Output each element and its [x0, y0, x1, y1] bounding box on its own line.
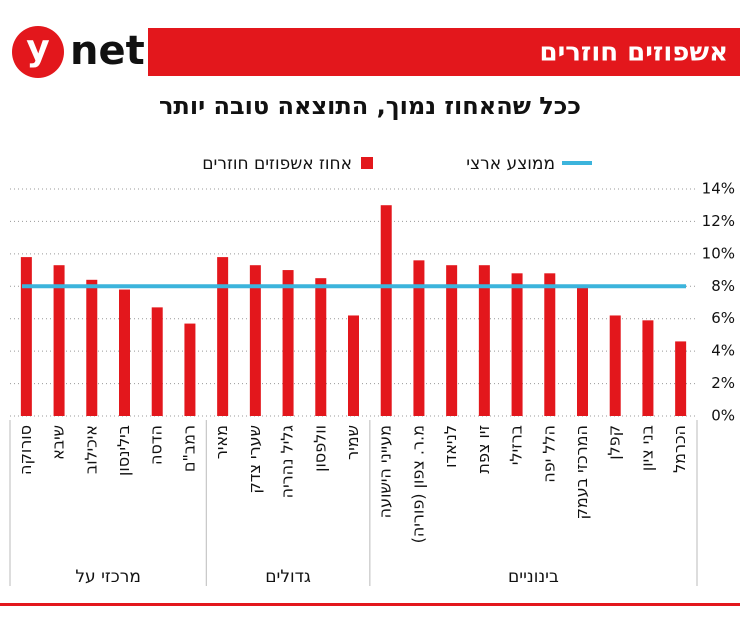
x-tick-label: הלל יפה: [539, 425, 558, 483]
bar: [20, 257, 32, 416]
y-tick-label: 2%: [711, 374, 735, 392]
y-tick-label: 12%: [702, 212, 735, 230]
legend-swatch: [361, 157, 373, 169]
bar: [86, 279, 98, 416]
bar: [609, 315, 621, 416]
chart-title: אשפוזים חוזרים: [540, 38, 729, 68]
x-tick-label: הכרמל: [670, 425, 689, 473]
bar: [249, 265, 261, 416]
x-tick-label: גליל נהריה: [278, 425, 297, 499]
group-label: בינוניים: [508, 567, 559, 587]
bar: [217, 257, 229, 416]
y-tick-label: 8%: [711, 277, 735, 295]
logo-circle: [12, 26, 64, 78]
bar: [282, 270, 294, 416]
x-tick-label: בני ציון: [637, 425, 656, 471]
bar: [642, 320, 654, 416]
x-tick-label: איכילוב: [81, 425, 100, 474]
x-tick-label: ברזילי: [507, 425, 526, 465]
x-tick-label: מעייני הישועה: [376, 425, 395, 518]
bar: [151, 307, 163, 416]
x-tick-label: שערי צדק: [245, 425, 264, 494]
x-tick-label: שמיר: [343, 425, 362, 460]
x-tick-label: וולפסון: [310, 425, 329, 472]
group-label: מרכזי על: [75, 567, 141, 587]
footer-rule: [0, 603, 740, 606]
x-tick-label: קפלן: [605, 425, 624, 460]
bar: [544, 273, 556, 416]
bar: [413, 260, 425, 416]
x-tick-label: לניאדו: [441, 425, 460, 468]
x-tick-label: מאיר: [212, 425, 231, 459]
bar: [478, 265, 490, 416]
x-tick-label: מ.ר. צפון (פוריה): [408, 425, 427, 543]
bar: [53, 265, 65, 416]
x-tick-label: שיבא: [49, 425, 68, 460]
logo-word: net: [70, 28, 145, 74]
x-tick-label: סורוקה: [16, 425, 35, 475]
logo-letter: y: [26, 28, 49, 69]
bar: [675, 341, 687, 416]
x-tick-label: בילינסון: [114, 425, 133, 476]
y-tick-label: 6%: [711, 309, 735, 327]
bar: [315, 278, 327, 416]
x-tick-label: הדסה: [147, 425, 166, 465]
x-tick-label: רמב"ם: [179, 425, 198, 472]
y-tick-label: 10%: [702, 244, 735, 262]
bar: [348, 315, 359, 416]
x-tick-label: המרכזי בעמק: [572, 425, 591, 520]
bar: [184, 323, 196, 416]
y-tick-label: 0%: [711, 407, 735, 425]
bar: [446, 265, 458, 416]
bar: [119, 289, 130, 416]
bar: [380, 205, 392, 416]
bar: [511, 273, 523, 416]
legend-label: אחוז אשפוזים חוזרים: [202, 154, 352, 174]
y-tick-label: 14%: [702, 180, 735, 198]
x-tick-label: זיו צפת: [474, 425, 493, 474]
group-label: גדולים: [265, 567, 311, 587]
legend-label: ממוצע ארצי: [466, 154, 555, 174]
chart-subtitle: ככל שהאחוז נמוך, התוצאה טובה יותר: [159, 92, 581, 120]
bar: [577, 287, 588, 416]
title-banner: [148, 28, 740, 76]
y-tick-label: 4%: [711, 342, 735, 360]
